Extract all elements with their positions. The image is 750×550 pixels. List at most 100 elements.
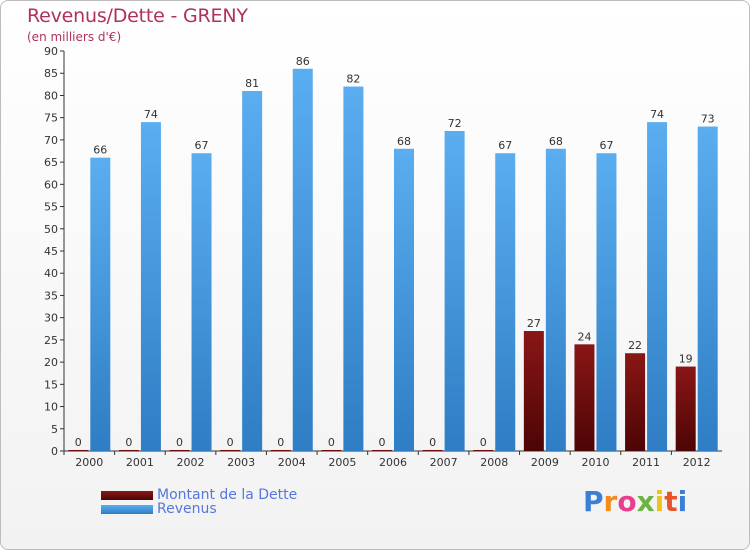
bar-dette — [68, 450, 89, 451]
y-tick-label: 0 — [51, 445, 58, 458]
x-tick-label: 2009 — [531, 456, 559, 469]
bar-dette — [118, 450, 139, 451]
y-tick-label: 70 — [44, 134, 58, 147]
data-label-dette: 0 — [277, 436, 284, 449]
x-tick-label: 2006 — [379, 456, 407, 469]
y-tick-label: 75 — [44, 112, 58, 125]
data-label-revenus: 74 — [650, 108, 664, 121]
y-tick-label: 20 — [44, 356, 58, 369]
y-tick-label: 10 — [44, 401, 58, 414]
x-tick-label: 2012 — [683, 456, 711, 469]
logo-letter: i — [677, 485, 688, 518]
chart-subtitle: (en milliers d'€) — [27, 30, 122, 44]
bar-revenus — [394, 148, 414, 451]
bar-dette — [473, 450, 494, 451]
data-label-revenus: 86 — [296, 55, 310, 68]
data-label-dette: 0 — [429, 436, 436, 449]
bar-revenus — [90, 157, 111, 451]
logo-letter: i — [654, 485, 665, 518]
logo-letter: t — [664, 485, 678, 518]
x-tick-label: 2008 — [480, 456, 508, 469]
data-label-dette: 0 — [480, 436, 487, 449]
bar-dette — [169, 450, 190, 451]
bar-revenus — [191, 153, 212, 451]
y-tick-label: 40 — [44, 267, 58, 280]
y-tick-label: 35 — [44, 289, 58, 302]
y-tick-label: 50 — [44, 223, 58, 236]
bar-revenus — [140, 122, 161, 451]
bar-revenus — [697, 126, 718, 452]
bar-dette — [422, 450, 443, 451]
y-tick-label: 45 — [44, 245, 58, 258]
data-label-revenus: 72 — [448, 117, 462, 130]
x-tick-label: 2002 — [177, 456, 205, 469]
bar-revenus — [647, 122, 668, 451]
data-label-dette: 0 — [75, 436, 82, 449]
data-label-revenus: 81 — [245, 77, 259, 90]
bar-revenus — [444, 131, 465, 451]
y-tick-label: 60 — [44, 178, 58, 191]
bar-revenus — [495, 153, 516, 451]
y-tick-label: 25 — [44, 334, 58, 347]
data-label-revenus: 68 — [397, 135, 411, 148]
y-tick-label: 80 — [44, 89, 58, 102]
data-label-revenus: 67 — [195, 139, 209, 152]
data-label-dette: 0 — [176, 436, 183, 449]
bar-dette — [675, 366, 696, 451]
y-tick-label: 65 — [44, 156, 58, 169]
y-tick-label: 30 — [44, 312, 58, 325]
bar-dette — [220, 450, 241, 451]
data-label-dette: 0 — [379, 436, 386, 449]
logo-letter: P — [583, 485, 604, 518]
data-label-revenus: 73 — [701, 113, 715, 126]
logo-letter: x — [636, 485, 655, 518]
y-tick-label: 15 — [44, 378, 58, 391]
data-label-dette: 27 — [527, 317, 541, 330]
data-label-dette: 0 — [328, 436, 335, 449]
y-tick-label: 85 — [44, 67, 58, 80]
x-tick-label: 2003 — [227, 456, 255, 469]
y-tick-label: 55 — [44, 201, 58, 214]
x-tick-label: 2005 — [328, 456, 356, 469]
data-label-revenus: 68 — [549, 135, 563, 148]
bar-dette — [321, 450, 342, 451]
legend-swatch-dette — [101, 491, 153, 500]
bar-revenus — [596, 153, 617, 451]
bar-dette — [523, 331, 544, 451]
bar-dette — [625, 353, 646, 451]
y-tick-label: 5 — [51, 423, 58, 436]
data-label-revenus: 74 — [144, 108, 158, 121]
data-label-revenus: 66 — [93, 144, 107, 157]
proxiti-logo: Proxiti — [583, 485, 687, 518]
x-tick-label: 2001 — [126, 456, 154, 469]
legend-swatch-revenus — [101, 505, 153, 514]
bar-revenus — [545, 148, 566, 451]
legend-label-dette: Montant de la Dette — [157, 487, 298, 503]
x-tick-label: 2011 — [632, 456, 660, 469]
logo-letter: o — [617, 485, 637, 518]
data-label-revenus: 67 — [498, 139, 512, 152]
data-labels: 0 66 0 74 0 67 0 81 0 86 0 82 0 68 0 72 0 67 27 68 24 67 22 74 1… — [75, 55, 715, 449]
data-label-dette: 24 — [577, 330, 591, 343]
bar-dette — [270, 450, 291, 451]
bar-dette — [372, 450, 392, 451]
x-tick-label: 2000 — [75, 456, 103, 469]
data-label-dette: 22 — [628, 339, 642, 352]
data-label-revenus: 82 — [346, 73, 360, 86]
data-label-dette: 0 — [125, 436, 132, 449]
bar-dette — [574, 344, 595, 451]
x-tick-label: 2004 — [278, 456, 306, 469]
chart-title: Revenus/Dette - GRENY — [27, 5, 248, 27]
x-tick-label: 2010 — [581, 456, 609, 469]
y-tick-label: 90 — [44, 45, 58, 58]
bar-revenus — [343, 86, 364, 452]
bars — [68, 68, 718, 452]
data-label-dette: 19 — [679, 353, 693, 366]
x-tick-label: 2007 — [430, 456, 458, 469]
legend-label-revenus: Revenus — [157, 501, 217, 517]
logo-letter: r — [603, 485, 618, 518]
data-label-dette: 0 — [227, 436, 234, 449]
bar-revenus — [292, 68, 313, 452]
